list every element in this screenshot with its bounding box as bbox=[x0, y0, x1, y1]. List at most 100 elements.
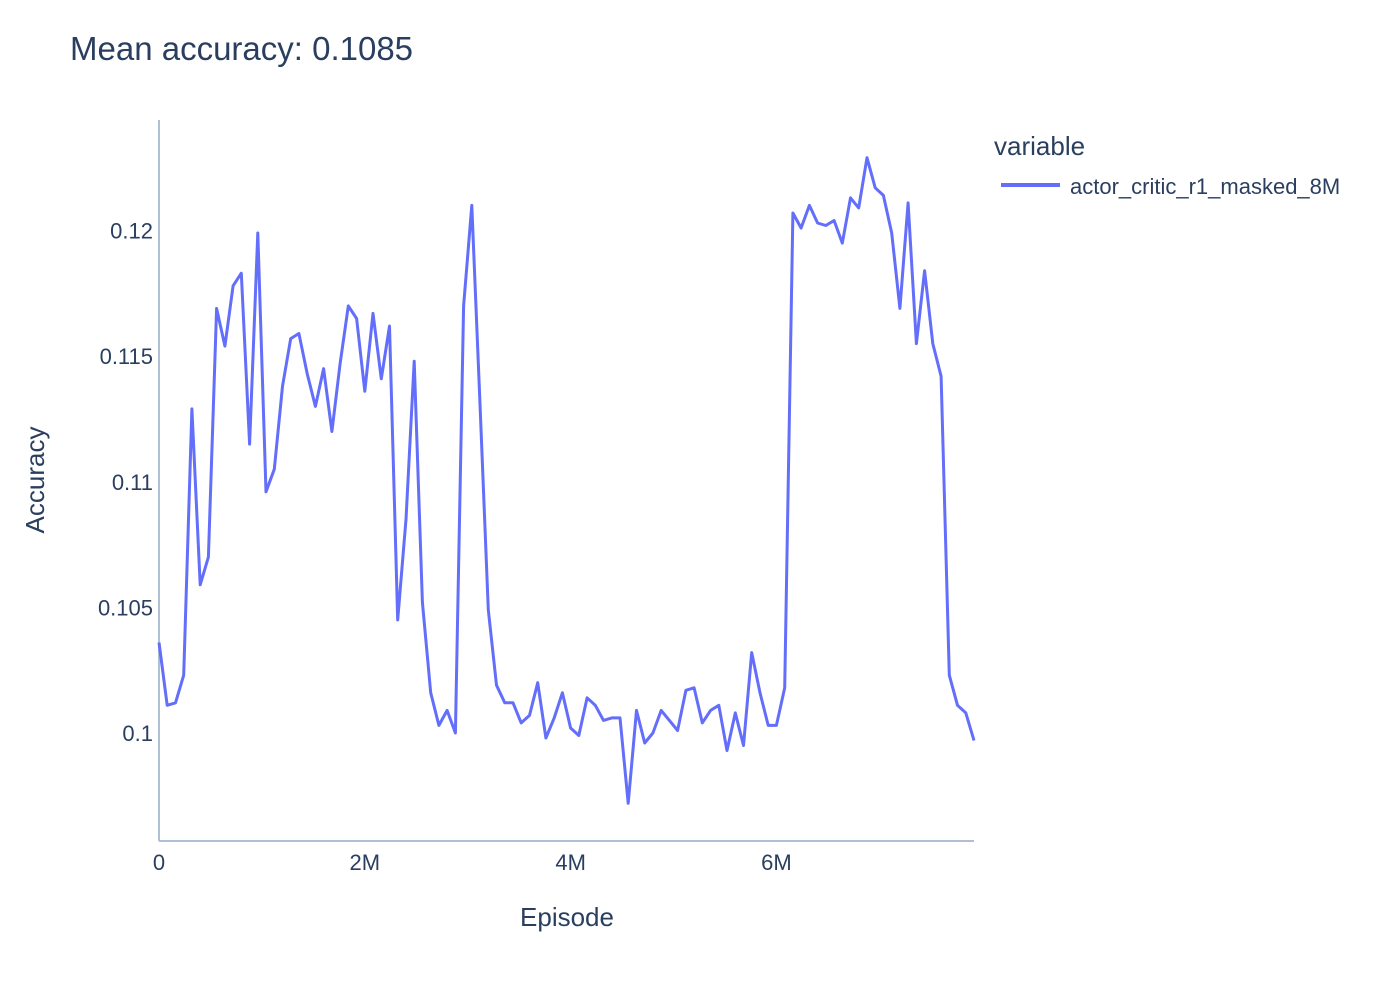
data-point[interactable] bbox=[396, 618, 400, 622]
data-point[interactable] bbox=[157, 641, 161, 645]
data-point[interactable] bbox=[626, 801, 630, 805]
data-point[interactable] bbox=[602, 718, 606, 722]
data-point[interactable] bbox=[799, 226, 803, 230]
data-point[interactable] bbox=[272, 467, 276, 471]
data-point[interactable] bbox=[881, 193, 885, 197]
data-point[interactable] bbox=[305, 372, 309, 376]
data-point[interactable] bbox=[651, 731, 655, 735]
data-point[interactable] bbox=[313, 404, 317, 408]
data-point[interactable] bbox=[478, 404, 482, 408]
data-point[interactable] bbox=[956, 703, 960, 707]
data-point[interactable] bbox=[890, 231, 894, 235]
data-point[interactable] bbox=[840, 241, 844, 245]
data-point[interactable] bbox=[412, 359, 416, 363]
data-point[interactable] bbox=[857, 206, 861, 210]
data-point[interactable] bbox=[453, 731, 457, 735]
data-point[interactable] bbox=[420, 600, 424, 604]
data-point[interactable] bbox=[379, 377, 383, 381]
data-point[interactable] bbox=[281, 384, 285, 388]
data-point[interactable] bbox=[528, 713, 532, 717]
data-point[interactable] bbox=[338, 362, 342, 366]
data-point[interactable] bbox=[404, 517, 408, 521]
data-point[interactable] bbox=[947, 673, 951, 677]
data-point[interactable] bbox=[832, 219, 836, 223]
data-point[interactable] bbox=[972, 739, 976, 743]
data-point[interactable] bbox=[766, 723, 770, 727]
data-point[interactable] bbox=[733, 711, 737, 715]
data-point[interactable] bbox=[190, 407, 194, 411]
data-point[interactable] bbox=[174, 701, 178, 705]
data-point[interactable] bbox=[807, 203, 811, 207]
data-point[interactable] bbox=[445, 708, 449, 712]
data-point[interactable] bbox=[700, 721, 704, 725]
data-point[interactable] bbox=[717, 703, 721, 707]
data-point[interactable] bbox=[198, 583, 202, 587]
data-point[interactable] bbox=[552, 716, 556, 720]
data-point[interactable] bbox=[560, 691, 564, 695]
data-point[interactable] bbox=[239, 271, 243, 275]
data-point[interactable] bbox=[643, 741, 647, 745]
data-point[interactable] bbox=[676, 729, 680, 733]
data-point[interactable] bbox=[371, 311, 375, 315]
data-point[interactable] bbox=[667, 718, 671, 722]
data-point[interactable] bbox=[388, 324, 392, 328]
data-point[interactable] bbox=[206, 555, 210, 559]
data-point[interactable] bbox=[873, 186, 877, 190]
data-point[interactable] bbox=[511, 701, 515, 705]
data-point[interactable] bbox=[750, 651, 754, 655]
data-point[interactable] bbox=[923, 269, 927, 273]
data-point[interactable] bbox=[758, 691, 762, 695]
data-point[interactable] bbox=[618, 716, 622, 720]
data-point[interactable] bbox=[297, 332, 301, 336]
data-point[interactable] bbox=[898, 306, 902, 310]
data-point[interactable] bbox=[865, 156, 869, 160]
data-point[interactable] bbox=[437, 723, 441, 727]
data-point[interactable] bbox=[684, 688, 688, 692]
data-point[interactable] bbox=[709, 708, 713, 712]
data-point[interactable] bbox=[462, 304, 466, 308]
data-point[interactable] bbox=[742, 744, 746, 748]
data-point[interactable] bbox=[593, 703, 597, 707]
data-point[interactable] bbox=[774, 723, 778, 727]
data-point[interactable] bbox=[914, 342, 918, 346]
data-point[interactable] bbox=[165, 703, 169, 707]
data-point[interactable] bbox=[610, 716, 614, 720]
data-point[interactable] bbox=[816, 221, 820, 225]
data-point[interactable] bbox=[322, 367, 326, 371]
data-point[interactable] bbox=[791, 211, 795, 215]
data-point[interactable] bbox=[659, 708, 663, 712]
data-point[interactable] bbox=[519, 721, 523, 725]
data-point[interactable] bbox=[355, 317, 359, 321]
data-point[interactable] bbox=[939, 374, 943, 378]
data-point[interactable] bbox=[182, 673, 186, 677]
data-point[interactable] bbox=[569, 726, 573, 730]
data-point[interactable] bbox=[330, 430, 334, 434]
data-point[interactable] bbox=[635, 708, 639, 712]
data-point[interactable] bbox=[264, 490, 268, 494]
data-point[interactable] bbox=[495, 683, 499, 687]
data-point[interactable] bbox=[849, 196, 853, 200]
data-point[interactable] bbox=[964, 711, 968, 715]
data-point[interactable] bbox=[223, 344, 227, 348]
data-point[interactable] bbox=[503, 701, 507, 705]
data-point[interactable] bbox=[215, 306, 219, 310]
data-point[interactable] bbox=[429, 691, 433, 695]
data-point[interactable] bbox=[256, 231, 260, 235]
data-point[interactable] bbox=[824, 224, 828, 228]
data-point[interactable] bbox=[577, 734, 581, 738]
data-point[interactable] bbox=[931, 342, 935, 346]
data-point[interactable] bbox=[486, 608, 490, 612]
data-point[interactable] bbox=[692, 686, 696, 690]
data-point[interactable] bbox=[248, 442, 252, 446]
data-point[interactable] bbox=[725, 749, 729, 753]
data-point[interactable] bbox=[231, 284, 235, 288]
data-point[interactable] bbox=[470, 203, 474, 207]
data-point[interactable] bbox=[346, 304, 350, 308]
data-point[interactable] bbox=[536, 681, 540, 685]
data-point[interactable] bbox=[585, 696, 589, 700]
data-point[interactable] bbox=[363, 389, 367, 393]
data-point[interactable] bbox=[544, 736, 548, 740]
legend-item[interactable]: actor_critic_r1_masked_8M bbox=[1001, 174, 1340, 199]
data-point[interactable] bbox=[783, 686, 787, 690]
data-point[interactable] bbox=[289, 337, 293, 341]
